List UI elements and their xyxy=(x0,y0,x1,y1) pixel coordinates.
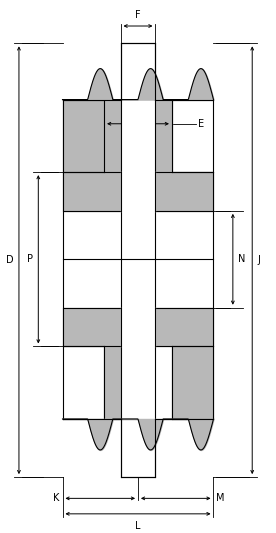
Text: L: L xyxy=(135,521,141,531)
Polygon shape xyxy=(155,100,214,211)
Text: P: P xyxy=(28,254,33,264)
Text: F: F xyxy=(135,10,141,20)
Bar xyxy=(62,308,214,346)
Polygon shape xyxy=(121,308,155,346)
Text: N: N xyxy=(238,254,245,264)
Text: D: D xyxy=(6,255,14,265)
Text: K: K xyxy=(53,494,60,503)
Bar xyxy=(121,43,155,477)
Polygon shape xyxy=(62,308,121,419)
Polygon shape xyxy=(121,172,155,211)
Polygon shape xyxy=(155,308,214,419)
Polygon shape xyxy=(62,100,121,211)
Polygon shape xyxy=(62,100,121,172)
Text: J: J xyxy=(257,255,260,265)
Text: E: E xyxy=(198,119,204,129)
Bar xyxy=(62,172,214,211)
Text: M: M xyxy=(216,494,225,503)
